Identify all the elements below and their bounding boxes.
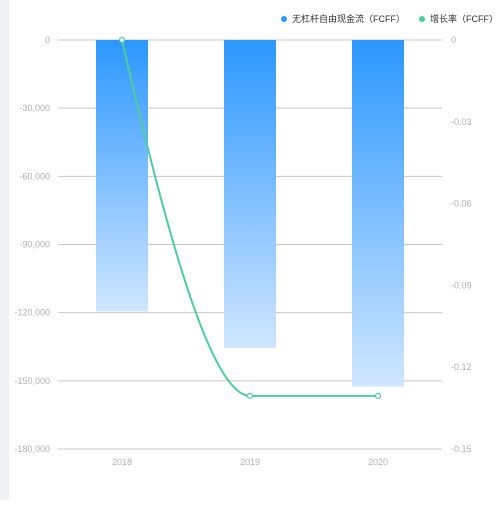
x-axis-tick-label: 2019 (240, 457, 260, 467)
left-axis-tick-label: -60,000 (19, 171, 50, 181)
bar-series (96, 40, 404, 387)
growth-rate-point[interactable] (118, 36, 126, 44)
right-axis-tick-label: -0.03 (451, 117, 472, 127)
legend-fcff-dot (281, 15, 287, 22)
x-axis-tick-labels: 2018 2019 2020 (112, 457, 388, 467)
line-series (118, 36, 382, 399)
legend-growth-dot (419, 15, 425, 22)
left-axis-tick-label: -120,000 (14, 308, 50, 318)
bar-fcff[interactable] (224, 40, 276, 348)
legend-item-fcff[interactable]: 无杠杆自由现金流（FCFF） (281, 12, 405, 25)
right-axis-tick-label: -0.09 (451, 280, 472, 290)
left-axis-tick-labels: 0 -30,000 -60,000 -90,000 -120,000 -150,000 -1… (14, 35, 50, 454)
left-axis-tick-label: -30,000 (19, 103, 50, 113)
growth-rate-line (121, 39, 378, 397)
left-axis-tick-label: -180,000 (14, 444, 50, 454)
legend-item-growth[interactable]: 增长率（FCFF） (419, 12, 498, 25)
x-axis-tick-label: 2020 (368, 457, 388, 467)
right-axis-tick-labels: 0 -0.03 -0.06 -0.09 -0.12 -0.15 (451, 35, 472, 454)
growth-rate-point[interactable] (374, 392, 382, 399)
legend: 无杠杆自由现金流（FCFF） 增长率（FCFF） (281, 12, 498, 25)
right-axis-tick-label: 0 (451, 35, 456, 45)
legend-fcff-label: 无杠杆自由现金流（FCFF） (292, 14, 405, 24)
left-edge-strip (0, 0, 9, 500)
bar-fcff[interactable] (352, 40, 404, 387)
x-axis-tick-label: 2018 (112, 457, 132, 467)
right-axis-tick-label: -0.06 (451, 199, 472, 209)
left-axis-tick-label: -150,000 (14, 376, 50, 386)
left-axis-tick-label: 0 (45, 35, 50, 45)
legend-growth-label: 增长率（FCFF） (430, 14, 498, 24)
left-axis-tick-label: -90,000 (19, 240, 50, 250)
right-axis-tick-label: -0.12 (451, 362, 472, 372)
right-axis-tick-label: -0.15 (451, 444, 472, 454)
bar-fcff[interactable] (96, 40, 148, 312)
growth-rate-point[interactable] (246, 392, 254, 399)
